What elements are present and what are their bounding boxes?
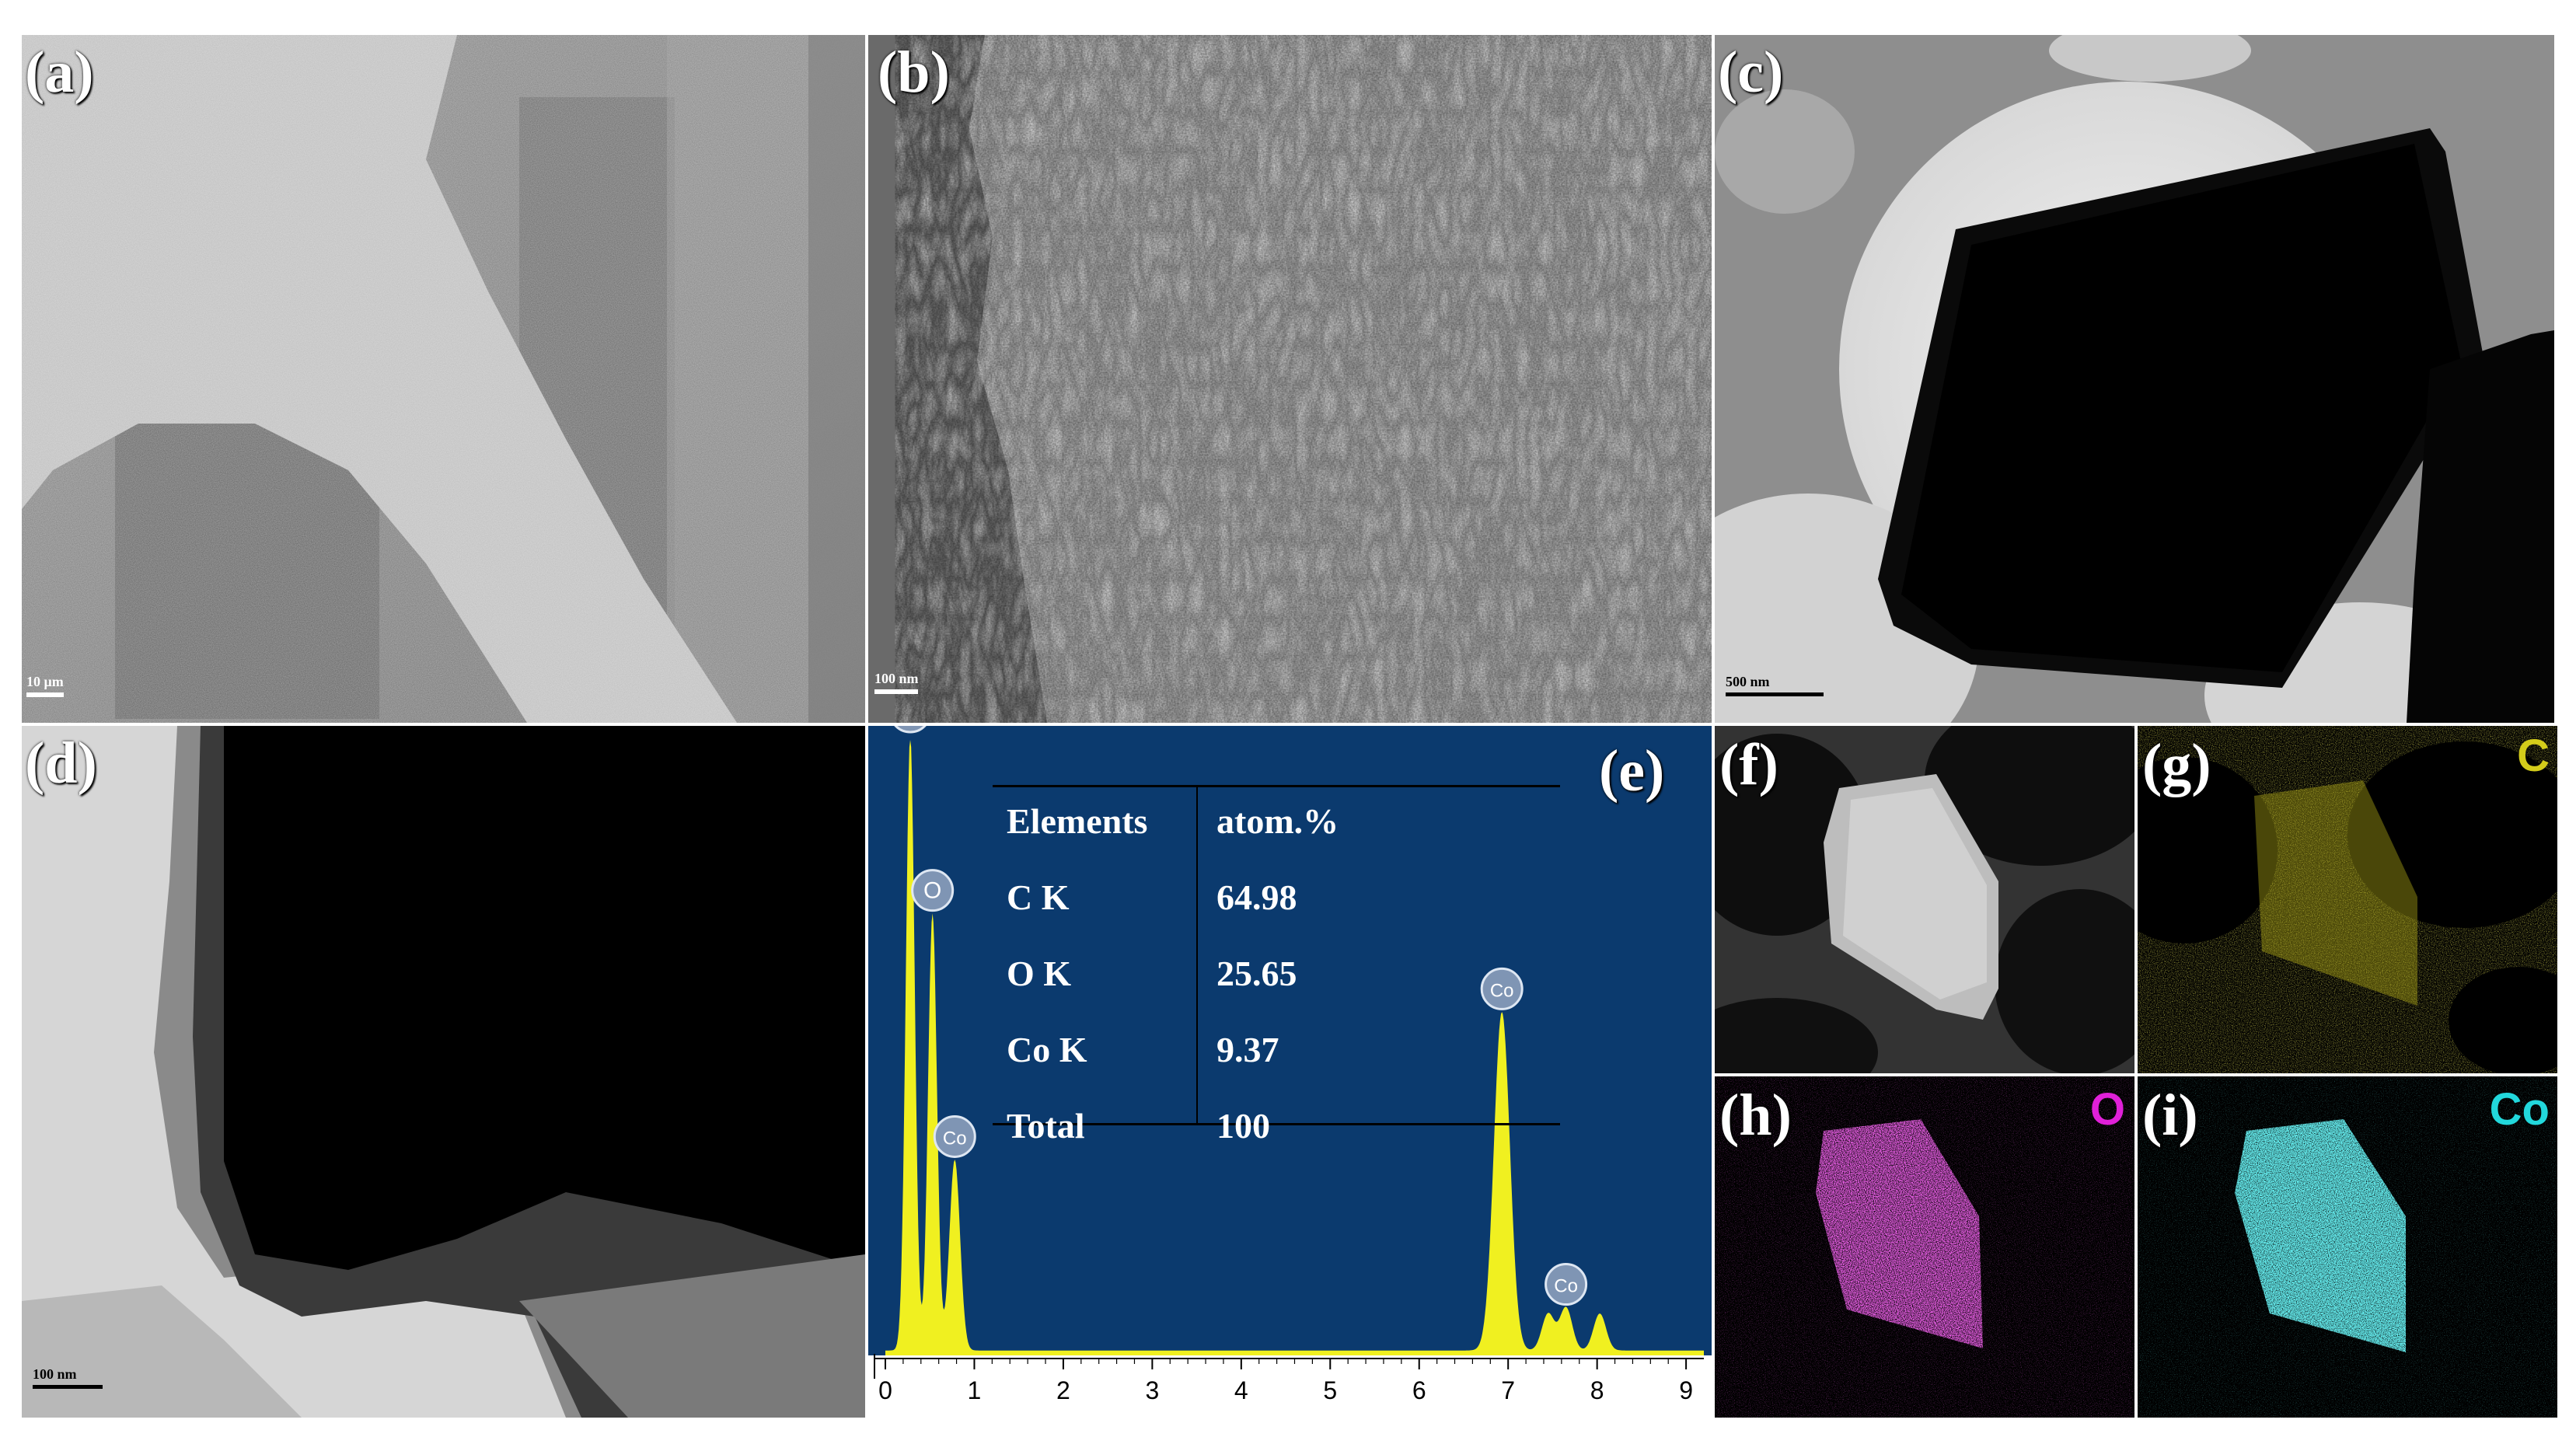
table-header-elements: Elements xyxy=(1007,801,1148,841)
panel-c-tem-image: (c) 500 nm xyxy=(1715,35,2554,723)
eds-spectrum-chart: 0 1 2 3 4 5 6 7 8 9 C O Co Co Co xyxy=(868,726,1712,1404)
panel-label-f: (f) xyxy=(1719,732,1778,797)
sem-nanosheet-image xyxy=(868,35,1712,723)
table-cell-element: Co K xyxy=(1007,1030,1087,1069)
peak-label-co: Co xyxy=(933,1114,976,1158)
svg-text:O: O xyxy=(923,878,941,904)
element-label-c: C xyxy=(2517,731,2550,781)
scale-bar-c: 500 nm xyxy=(1726,674,1827,705)
tem-edge-image xyxy=(22,726,865,1418)
panel-d-tem-image: (d) 100 nm xyxy=(22,726,865,1418)
eds-table: Elements atom.% C K 64.98 O K 25.65 Co K 9.37 To… xyxy=(993,785,1560,1146)
x-tick-label: 9 xyxy=(1679,1376,1693,1404)
panel-label-e: (e) xyxy=(1599,738,1665,804)
panel-h-oxygen-map: (h) O xyxy=(1715,1076,2134,1418)
table-cell-value: 25.65 xyxy=(1216,954,1297,993)
svg-text:Co: Co xyxy=(943,1128,967,1149)
x-tick-label: 3 xyxy=(1145,1376,1159,1404)
peak-label-c: C xyxy=(894,726,927,734)
x-tick-label: 0 xyxy=(878,1376,892,1404)
svg-text:Co: Co xyxy=(1490,980,1514,1001)
scale-bar-b: 100 nm xyxy=(874,671,960,702)
panel-e-eds-spectrum: 0 1 2 3 4 5 6 7 8 9 C O Co Co Co (e) Elements atom.% C K… xyxy=(868,726,1712,1418)
cobalt-map-image xyxy=(2138,1076,2557,1418)
panel-label-b: (b) xyxy=(878,40,950,105)
scale-label-d: 100 nm xyxy=(33,1366,77,1382)
x-tick-label: 5 xyxy=(1323,1376,1337,1404)
x-tick-label: 6 xyxy=(1412,1376,1426,1404)
panel-label-d: (d) xyxy=(25,731,97,796)
scale-label-b: 100 nm xyxy=(874,671,919,686)
haadf-particle-image xyxy=(1715,726,2134,1073)
svg-text:Co: Co xyxy=(1554,1276,1578,1297)
tem-particle-image xyxy=(1715,35,2554,723)
scale-bar-a: 10 μm xyxy=(26,674,73,705)
table-cell-element: O K xyxy=(1007,954,1072,993)
x-tick-label: 8 xyxy=(1590,1376,1604,1404)
carbon-map-image xyxy=(2138,726,2557,1073)
panel-i-cobalt-map: (i) Co xyxy=(2138,1076,2557,1418)
x-tick-label: 2 xyxy=(1056,1376,1070,1404)
panel-g-carbon-map: (g) C xyxy=(2138,726,2557,1073)
peak-label-o: O xyxy=(911,869,955,912)
table-cell-value: 9.37 xyxy=(1216,1030,1279,1069)
peak-label-co: Co xyxy=(1480,967,1524,1010)
scale-label-c: 500 nm xyxy=(1726,674,1770,689)
x-tick-label: 4 xyxy=(1234,1376,1248,1404)
table-header-atom-percent: atom.% xyxy=(1216,801,1339,841)
panel-label-c: (c) xyxy=(1718,40,1784,105)
plot-background xyxy=(868,726,1712,1355)
x-tick-label: 7 xyxy=(1501,1376,1515,1404)
panel-label-h: (h) xyxy=(1719,1083,1792,1148)
scale-label-a: 10 μm xyxy=(26,674,64,689)
peak-label-co: Co xyxy=(1545,1263,1588,1306)
panel-label-g: (g) xyxy=(2142,732,2211,797)
x-tick-label: 1 xyxy=(968,1376,982,1404)
sem-fiber-image xyxy=(22,35,865,723)
oxygen-map-image xyxy=(1715,1076,2134,1418)
panel-b-sem-image: (b) 100 nm xyxy=(868,35,1712,723)
element-label-o: O xyxy=(2089,1084,2125,1135)
spectrum-series xyxy=(885,740,1704,1355)
panel-f-haadf-image: (f) xyxy=(1715,726,2134,1073)
panel-a-sem-image: (a) 10 μm xyxy=(22,35,865,723)
table-cell-value: 100 xyxy=(1216,1106,1270,1146)
element-label-co: Co xyxy=(2489,1084,2550,1135)
table-cell-element: C K xyxy=(1007,877,1070,917)
panel-label-a: (a) xyxy=(25,40,94,105)
scale-bar-d: 100 nm xyxy=(33,1366,118,1397)
panel-label-i: (i) xyxy=(2142,1083,2198,1148)
table-cell-element: Total xyxy=(1007,1106,1085,1146)
table-cell-value: 64.98 xyxy=(1216,877,1297,917)
